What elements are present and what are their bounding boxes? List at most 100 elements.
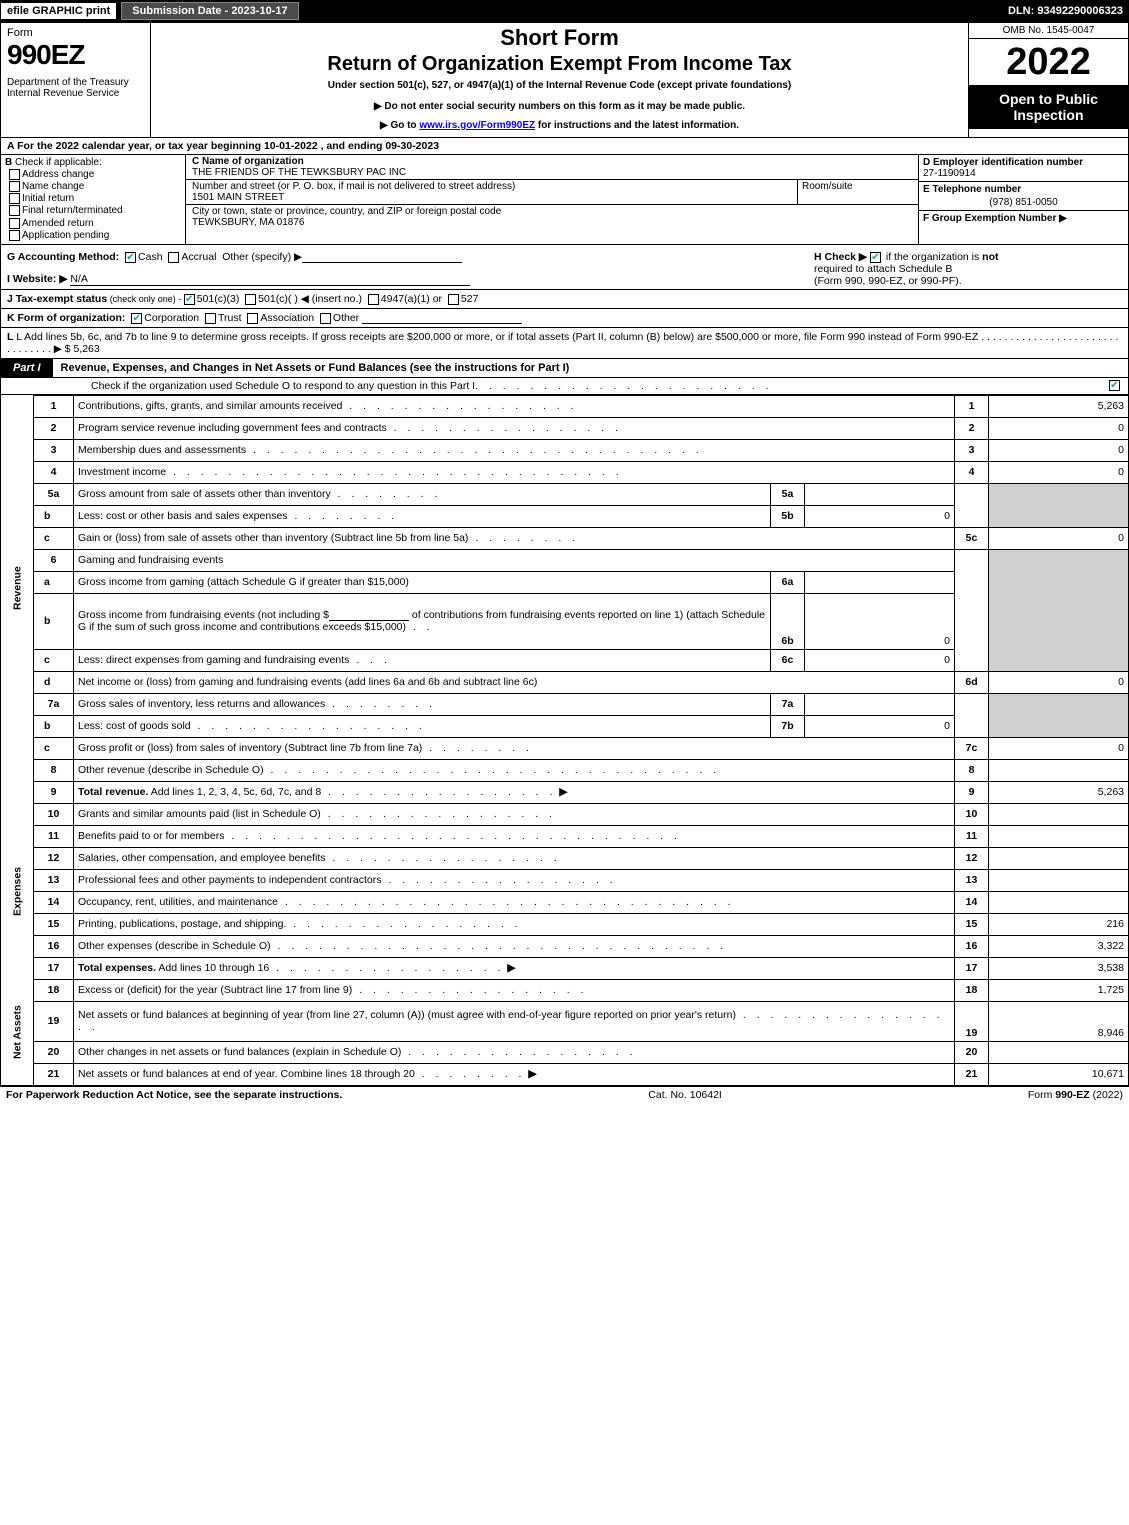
- part1-header: Part I Revenue, Expenses, and Changes in…: [0, 359, 1129, 378]
- line-10: Expenses 10 Grants and similar amounts p…: [1, 803, 1129, 825]
- j-sub: (check only one) -: [107, 294, 184, 304]
- h-not: not: [982, 251, 998, 263]
- h-line3: (Form 990, 990-EZ, or 990-PF).: [814, 275, 962, 287]
- return-title: Return of Organization Exempt From Incom…: [159, 53, 960, 76]
- chk-501c[interactable]: [245, 294, 256, 305]
- k-o2: Trust: [218, 312, 242, 324]
- b-letter: B: [5, 157, 12, 168]
- chk-amended-return[interactable]: Amended return: [9, 218, 181, 229]
- lines-table: Revenue 1 Contributions, gifts, grants, …: [0, 395, 1129, 1086]
- line-1: Revenue 1 Contributions, gifts, grants, …: [1, 395, 1129, 417]
- chk-initial-return[interactable]: Initial return: [9, 193, 181, 204]
- c-city-label: City or town, state or province, country…: [192, 206, 912, 217]
- line-19: 19 Net assets or fund balances at beginn…: [1, 1001, 1129, 1041]
- open-to-public-badge: Open to Public Inspection: [969, 85, 1128, 129]
- chk-other-org[interactable]: [320, 313, 331, 324]
- e-phone-label: E Telephone number: [923, 184, 1124, 195]
- part1-check-row: Check if the organization used Schedule …: [0, 378, 1129, 395]
- l-amount: 5,263: [73, 343, 99, 355]
- line-18: Net Assets 18 Excess or (deficit) for th…: [1, 979, 1129, 1001]
- sidecat-expenses: Expenses: [1, 803, 34, 979]
- chk-h[interactable]: [870, 252, 881, 263]
- chk-assoc[interactable]: [247, 313, 258, 324]
- column-b: B Check if applicable: Address change Na…: [1, 155, 186, 244]
- line-5c: c Gain or (loss) from sale of assets oth…: [1, 527, 1129, 549]
- section-bcdef: B Check if applicable: Address change Na…: [0, 155, 1129, 245]
- line-6: 6 Gaming and fundraising events: [1, 549, 1129, 571]
- chk-cash[interactable]: [125, 252, 136, 263]
- c-name-label: C Name of organization: [192, 156, 912, 167]
- org-city: TEWKSBURY, MA 01876: [192, 217, 912, 228]
- line-16: 16 Other expenses (describe in Schedule …: [1, 935, 1129, 957]
- sidecat-revenue: Revenue: [1, 395, 34, 781]
- chk-527[interactable]: [448, 294, 459, 305]
- e-phone-value: (978) 851-0050: [923, 197, 1124, 208]
- row-l: L L Add lines 5b, 6c, and 7b to line 9 t…: [0, 328, 1129, 359]
- part1-check-text: Check if the organization used Schedule …: [91, 380, 475, 392]
- line-12: 12 Salaries, other compensation, and emp…: [1, 847, 1129, 869]
- submission-date-button[interactable]: Submission Date - 2023-10-17: [121, 2, 298, 20]
- section-gh: G Accounting Method: Cash Accrual Other …: [0, 245, 1129, 290]
- b-check-if: Check if applicable:: [15, 157, 102, 168]
- line-9: 9 Total revenue. Add lines 1, 2, 3, 4, 5…: [1, 781, 1129, 803]
- column-c: C Name of organization THE FRIENDS OF TH…: [186, 155, 918, 244]
- h-line2: required to attach Schedule B: [814, 263, 952, 275]
- top-bar: efile GRAPHIC print Submission Date - 20…: [0, 0, 1129, 22]
- footer-right: Form 990-EZ (2022): [1028, 1089, 1123, 1101]
- chk-name-change[interactable]: Name change: [9, 181, 181, 192]
- line-14: 14 Occupancy, rent, utilities, and maint…: [1, 891, 1129, 913]
- k-other-blank[interactable]: [362, 312, 522, 324]
- g-other-blank[interactable]: [302, 251, 462, 263]
- g-cash: Cash: [138, 251, 163, 263]
- chk-501c3[interactable]: [184, 294, 195, 305]
- dept-label: Department of the Treasury Internal Reve…: [7, 77, 144, 99]
- chk-address-change[interactable]: Address change: [9, 169, 181, 180]
- line-5a: 5a Gross amount from sale of assets othe…: [1, 483, 1129, 505]
- d-ein-label: D Employer identification number: [923, 157, 1124, 168]
- chk-application-pending[interactable]: Application pending: [9, 230, 181, 241]
- line-17: 17 Total expenses. Add lines 10 through …: [1, 957, 1129, 979]
- line-2: 2 Program service revenue including gove…: [1, 417, 1129, 439]
- page-footer: For Paperwork Reduction Act Notice, see …: [0, 1086, 1129, 1103]
- line-11: 11 Benefits paid to or for members . . .…: [1, 825, 1129, 847]
- g-other: Other (specify) ▶: [222, 251, 302, 263]
- form-number: 990EZ: [7, 39, 144, 71]
- gh-right: H Check ▶ if the organization is not req…: [808, 245, 1128, 289]
- line6b-blank[interactable]: [329, 609, 409, 621]
- footer-mid: Cat. No. 10642I: [342, 1089, 1028, 1101]
- irs-link[interactable]: www.irs.gov/Form990EZ: [419, 120, 535, 131]
- goto-pre: ▶ Go to: [380, 120, 419, 131]
- d-ein-value: 27-1190914: [923, 168, 1124, 179]
- line-8: 8 Other revenue (describe in Schedule O)…: [1, 759, 1129, 781]
- chk-final-return[interactable]: Final return/terminated: [9, 205, 181, 216]
- k-o3: Association: [260, 312, 314, 324]
- efile-print-button[interactable]: efile GRAPHIC print: [0, 2, 117, 20]
- line-3: 3 Membership dues and assessments . . . …: [1, 439, 1129, 461]
- goto-text: ▶ Go to www.irs.gov/Form990EZ for instru…: [159, 120, 960, 131]
- under-section-text: Under section 501(c), 527, or 4947(a)(1)…: [159, 80, 960, 91]
- chk-4947[interactable]: [368, 294, 379, 305]
- c-street-label: Number and street (or P. O. box, if mail…: [192, 181, 791, 192]
- header-right: OMB No. 1545-0047 2022 Open to Public In…: [968, 23, 1128, 137]
- sidecat-netassets: Net Assets: [1, 979, 34, 1085]
- form-header: Form 990EZ Department of the Treasury In…: [0, 22, 1129, 138]
- h-pre: H Check ▶: [814, 251, 870, 263]
- line-4: 4 Investment income . . . . . . . . . . …: [1, 461, 1129, 483]
- chk-corp[interactable]: [131, 313, 142, 324]
- header-mid: Short Form Return of Organization Exempt…: [151, 23, 968, 137]
- j-o1: 501(c)(3): [197, 293, 240, 305]
- chk-trust[interactable]: [205, 313, 216, 324]
- g-label: G Accounting Method:: [7, 251, 119, 263]
- chk-part1-schedO[interactable]: [1109, 380, 1120, 391]
- gh-left: G Accounting Method: Cash Accrual Other …: [1, 245, 808, 289]
- j-o4: 527: [461, 293, 479, 305]
- c-room-label: Room/suite: [802, 181, 914, 192]
- form-word: Form: [7, 27, 144, 39]
- h-post: if the organization is: [883, 251, 982, 263]
- line-15: 15 Printing, publications, postage, and …: [1, 913, 1129, 935]
- omb-number: OMB No. 1545-0047: [969, 23, 1128, 39]
- dln-label: DLN: 93492290006323: [1008, 5, 1129, 17]
- j-o2: 501(c)( ) ◀ (insert no.): [258, 293, 362, 305]
- chk-accrual[interactable]: [168, 252, 179, 263]
- j-o3: 4947(a)(1) or: [381, 293, 442, 305]
